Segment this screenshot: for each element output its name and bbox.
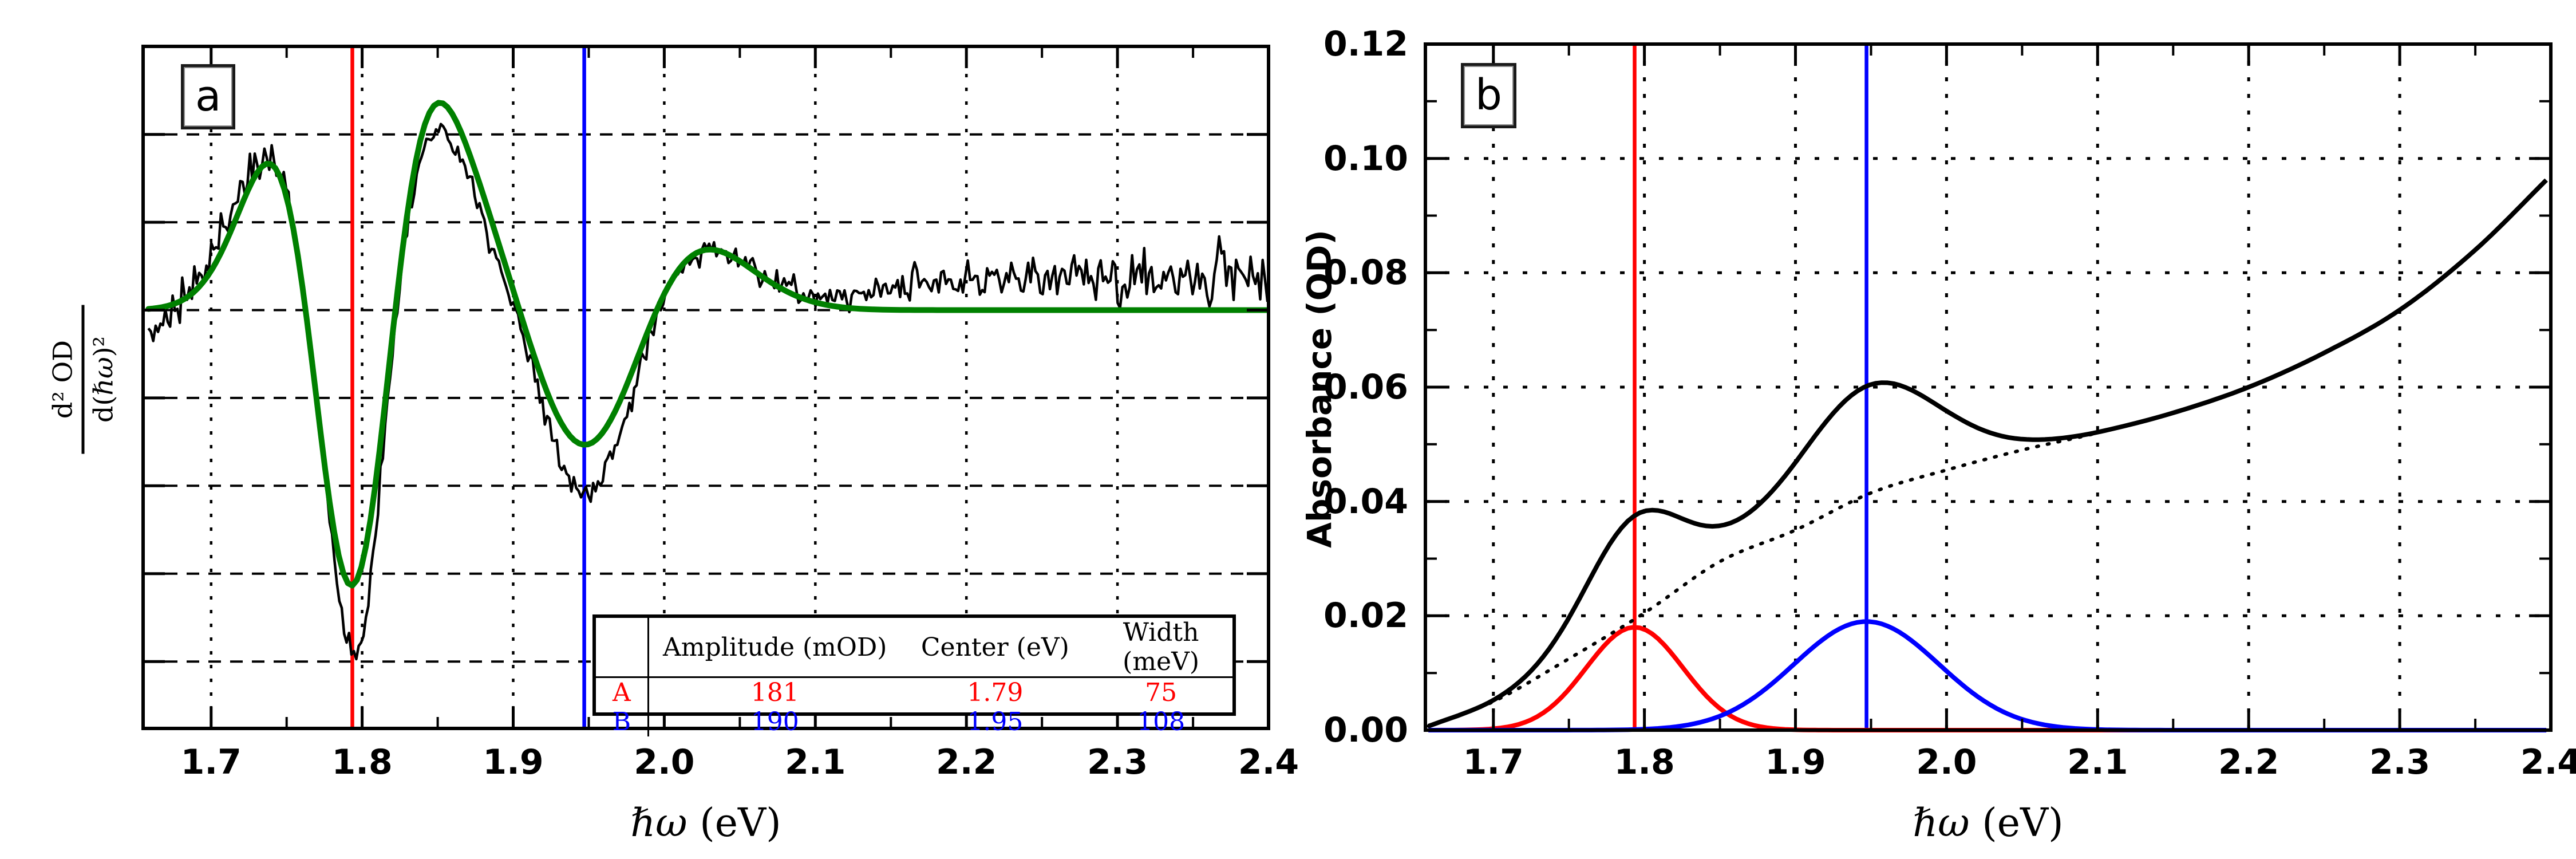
panel-a-ylabel-denominator: d(ℏω)²	[88, 336, 119, 423]
panel-a-letter: a	[195, 72, 222, 121]
panel-a-ylabel: d² OD d(ℏω)²	[47, 305, 119, 454]
panel-b-ytick-label: 0.00	[1323, 710, 1408, 750]
panel-b-xlabel: ℏω (eV)	[1913, 801, 2064, 846]
table-header-center: Center (eV)	[920, 632, 1069, 662]
panel-a-xtick-label: 2.3	[1086, 742, 1148, 782]
panel-b-letter: b	[1475, 70, 1502, 120]
table-row-B-amplitude: 190	[750, 707, 799, 736]
panel-b-ytick-label: 0.08	[1323, 253, 1408, 293]
panel-a-xtick-label: 2.0	[634, 742, 695, 782]
panel-a-xtick-label: 1.9	[483, 742, 544, 782]
panel-a-xtick-label: 2.4	[1238, 742, 1299, 782]
panel-b-ytick-label: 0.10	[1323, 138, 1408, 179]
panel-a-xlabel: ℏω (eV)	[630, 801, 781, 846]
panel-a-ylabel-numerator: d² OD	[47, 305, 85, 454]
table-row-A-amplitude: 181	[750, 678, 799, 707]
table-row-A-width: 75	[1145, 678, 1178, 707]
table-row-B-width: 108	[1137, 707, 1186, 736]
panel-a-xtick-label: 1.7	[180, 742, 242, 782]
panel-b-ytick-label: 0.04	[1323, 481, 1408, 522]
table-row-A: A 181 1.79 75	[596, 677, 1232, 707]
panel-b-letter-box: b	[1461, 63, 1516, 128]
panel-b-xtick-label: 2.1	[2067, 742, 2128, 782]
table-header-blank	[596, 618, 649, 677]
panel-a-xtick-label: 2.1	[785, 742, 846, 782]
panel-b-background-curve	[1427, 178, 2549, 728]
table-row-B: B 190 1.95 108	[596, 707, 1232, 736]
panel-a-data-curve	[147, 123, 1269, 661]
panel-b-ytick-label: 0.12	[1323, 24, 1408, 64]
table-row-B-label: B	[596, 707, 649, 736]
panel-b-xtick-label: 1.8	[1614, 742, 1675, 782]
panel-b-xtick-label: 2.3	[2369, 742, 2431, 782]
panel-a-letter-box: a	[181, 64, 236, 129]
panel-a-spines	[141, 45, 1270, 730]
panel-b-xtick-label: 1.7	[1463, 742, 1524, 782]
panel-b-total-curve	[1427, 178, 2548, 728]
table-header-width: Width (meV)	[1123, 618, 1200, 676]
panel-a-xtick-label: 1.8	[331, 742, 393, 782]
panel-b-xtick-label: 1.9	[1765, 742, 1826, 782]
panel-b-xtick-label: 2.0	[1916, 742, 1977, 782]
panel-a-fit-curve	[145, 100, 1269, 589]
panel-b-ytick-label: 0.02	[1323, 596, 1408, 636]
fit-parameters-table: Amplitude (mOD) Center (eV) Width (meV) …	[592, 614, 1236, 736]
table-row-A-center: 1.79	[967, 678, 1024, 707]
table-header-row: Amplitude (mOD) Center (eV) Width (meV)	[596, 618, 1232, 677]
table-header-amplitude: Amplitude (mOD)	[662, 632, 887, 662]
panel-a-xtick-label: 2.2	[936, 742, 997, 782]
table-row-B-center: 1.95	[967, 707, 1024, 736]
panel-b-ytick-label: 0.06	[1323, 367, 1408, 407]
panel-b-xtick-label: 2.4	[2520, 742, 2576, 782]
table-row-A-label: A	[596, 677, 649, 707]
panel-b-xtick-label: 2.2	[2218, 742, 2279, 782]
panel-b-peakB-curve	[1428, 619, 2547, 732]
